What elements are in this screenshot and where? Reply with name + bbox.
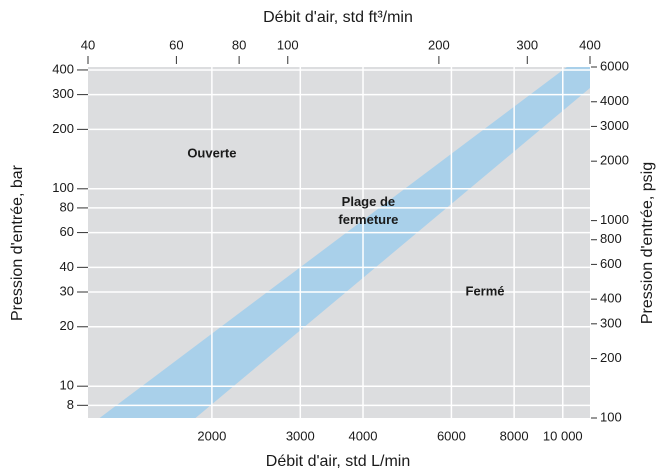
annotation: Plage de xyxy=(342,194,395,209)
y2-tick-label: 300 xyxy=(600,315,622,330)
y-tick-label: 80 xyxy=(60,199,74,214)
y-axis-title: Pression d'entrée, bar xyxy=(9,164,26,321)
x2-tick-label: 100 xyxy=(277,37,299,52)
y-tick-label: 8 xyxy=(67,397,74,412)
y-tick-label: 100 xyxy=(52,180,74,195)
y2-tick-label: 600 xyxy=(600,256,622,271)
y2-tick-label: 800 xyxy=(600,231,622,246)
y2-tick-label: 100 xyxy=(600,409,622,424)
y2-tick-label: 4000 xyxy=(600,93,629,108)
x2-tick-label: 300 xyxy=(516,37,538,52)
x-tick-label: 8000 xyxy=(500,428,529,443)
x2-tick-label: 40 xyxy=(81,37,95,52)
x-tick-label: 10 000 xyxy=(543,428,583,443)
y-tick-label: 40 xyxy=(60,259,74,274)
x-tick-label: 4000 xyxy=(349,428,378,443)
x-tick-label: 6000 xyxy=(437,428,466,443)
y-tick-label: 20 xyxy=(60,318,74,333)
x-tick-label: 2000 xyxy=(197,428,226,443)
annotation: Fermé xyxy=(466,283,505,298)
x2-axis-title: Débit d'air, std ft³/min xyxy=(263,9,413,26)
y2-axis-title: Pression d'entrée, psig xyxy=(639,162,656,324)
y-tick-label: 400 xyxy=(52,61,74,76)
y-tick-label: 200 xyxy=(52,121,74,136)
x2-tick-label: 80 xyxy=(232,37,246,52)
closing-range-band xyxy=(99,67,591,418)
y2-tick-label: 2000 xyxy=(600,153,629,168)
y-tick-label: 60 xyxy=(60,224,74,239)
y-tick-label: 10 xyxy=(60,378,74,393)
y2-tick-label: 200 xyxy=(600,350,622,365)
y-tick-label: 30 xyxy=(60,283,74,298)
x2-tick-label: 60 xyxy=(169,37,183,52)
annotation: fermeture xyxy=(338,212,398,227)
y2-tick-label: 6000 xyxy=(600,58,629,73)
x-tick-label: 3000 xyxy=(286,428,315,443)
y2-tick-label: 3000 xyxy=(600,118,629,133)
annotation: Ouverte xyxy=(187,145,236,160)
y2-tick-label: 400 xyxy=(600,291,622,306)
y2-tick-label: 1000 xyxy=(600,212,629,227)
y-tick-label: 300 xyxy=(52,86,74,101)
x-axis-title: Débit d'air, std L/min xyxy=(266,453,410,470)
x2-tick-label: 400 xyxy=(579,37,601,52)
x2-tick-label: 200 xyxy=(428,37,450,52)
